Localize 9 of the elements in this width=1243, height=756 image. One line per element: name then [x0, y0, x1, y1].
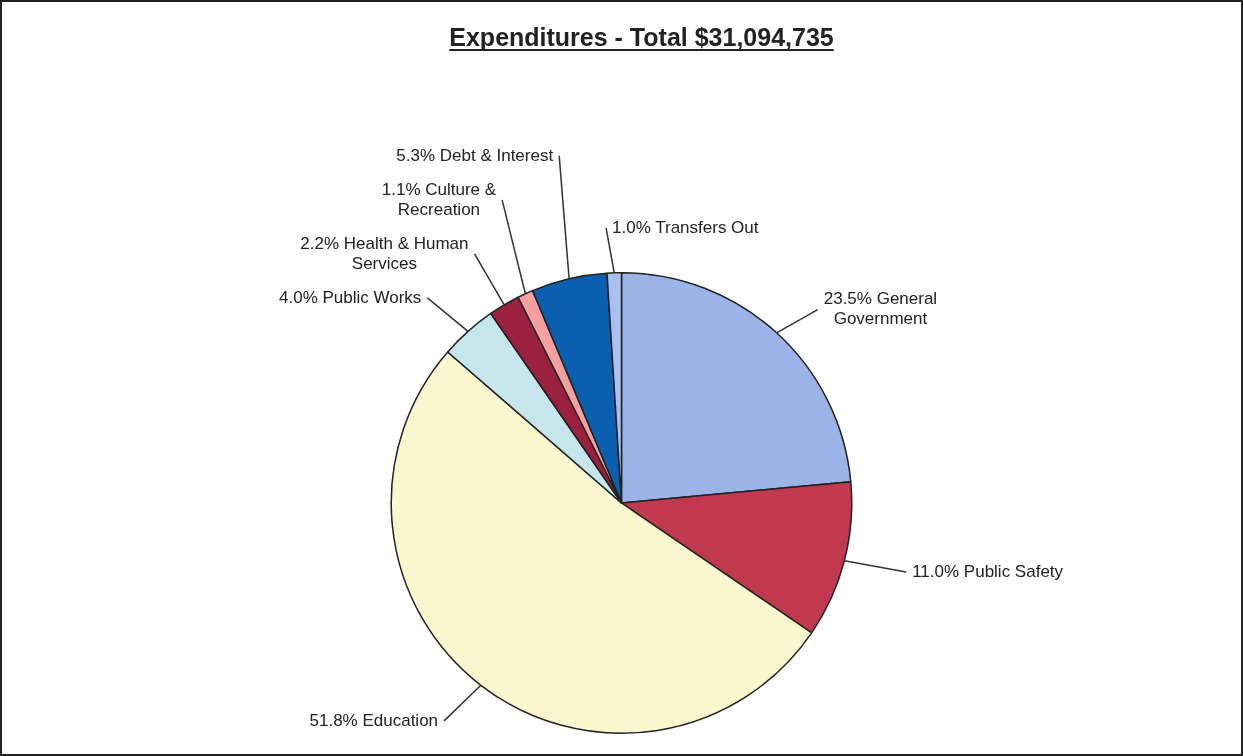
slice-label: 23.5% General Government — [823, 289, 938, 329]
slice-label: 5.3% Debt & Interest — [396, 145, 554, 165]
slice-label: 1.0% Transfers Out — [612, 217, 759, 237]
chart-title: Expenditures - Total $31,094,735 — [449, 23, 834, 51]
slice-label: 4.0% Public Works — [279, 287, 422, 307]
slice-label: 11.0% Public Safety — [912, 561, 1064, 581]
slice-label: 2.2% Health & Human Services — [300, 233, 469, 273]
slice-label: 1.1% Culture & Recreation — [381, 179, 497, 219]
slice-label: 51.8% Education — [309, 710, 439, 730]
